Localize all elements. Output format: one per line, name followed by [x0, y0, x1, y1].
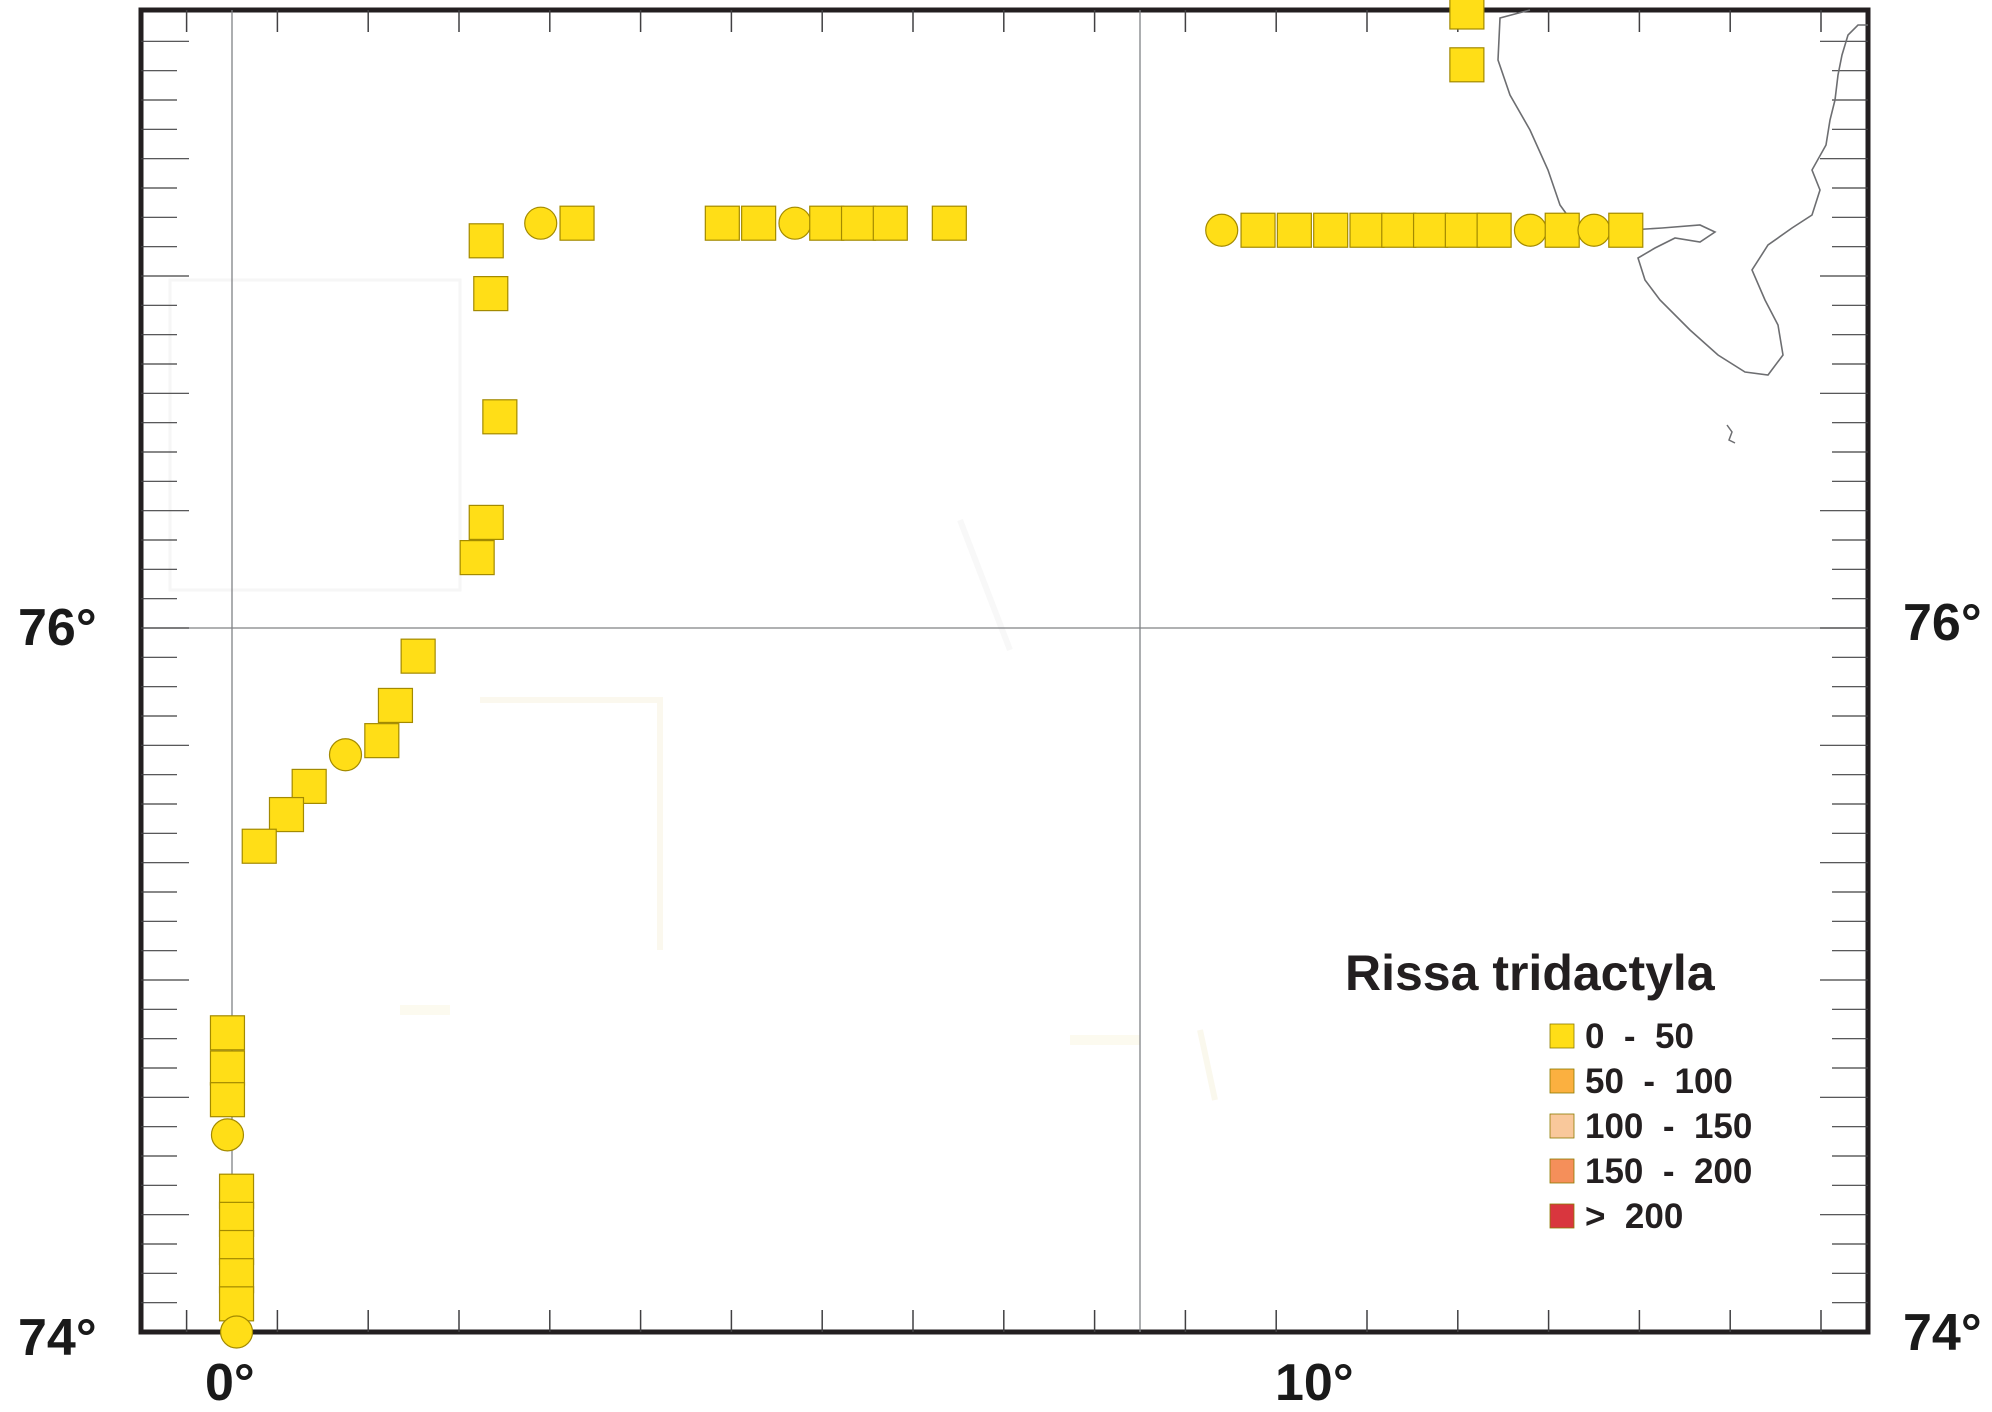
legend-label: 50 - 100 [1585, 1062, 1733, 1101]
observation-square [1240, 212, 1276, 248]
legend-label: 100 - 150 [1585, 1107, 1752, 1146]
observation-square [931, 205, 967, 241]
lat-label-76-left: 76° [18, 599, 97, 657]
observation-square [1444, 212, 1480, 248]
observation-square [872, 205, 908, 241]
frame-ticks [141, 10, 1868, 1332]
lat-label-74-right: 74° [1903, 1304, 1982, 1362]
coastline [1497, 9, 1868, 376]
observation-square [1349, 212, 1385, 248]
observation-square [209, 1050, 246, 1086]
observation-square [482, 399, 518, 435]
legend-swatch [1549, 1203, 1575, 1229]
observation-square [1276, 212, 1312, 248]
legend-swatch [1549, 1113, 1575, 1139]
observation-circle [328, 738, 363, 772]
lon-label-10: 10° [1275, 1354, 1354, 1412]
lat-label-76-right: 76° [1903, 594, 1982, 652]
observation-square [1412, 212, 1449, 248]
observation-square [218, 1286, 255, 1322]
observation-circle [1205, 213, 1239, 247]
observation-square [209, 1015, 246, 1051]
observation-square [840, 205, 877, 241]
observation-square [241, 828, 277, 864]
legend-swatch [1549, 1068, 1575, 1094]
observation-square [268, 796, 305, 833]
observation-circle [778, 206, 812, 240]
observation-circle [524, 206, 558, 240]
legend-items: 0 - 50 50 - 100 100 - 150 150 - 200 > 200 [1549, 1017, 1752, 1236]
observation-square [459, 539, 495, 576]
observation-square [741, 205, 777, 241]
observation-square [809, 205, 845, 241]
observation-circle [1577, 213, 1611, 247]
legend-swatch [1549, 1023, 1575, 1049]
observation-square [1313, 212, 1349, 248]
observation-square [1608, 212, 1644, 248]
ghost-background [168, 278, 1218, 1101]
observation-circle [210, 1118, 245, 1152]
coastline-islet [1726, 424, 1736, 444]
legend-title: Rissa tridactyla [1345, 945, 1716, 1001]
legend-swatch [1549, 1158, 1575, 1184]
observation-square [1544, 212, 1580, 248]
observation-square [364, 723, 400, 759]
lon-label-0: 0° [205, 1354, 255, 1412]
observation-square [559, 205, 595, 241]
observation-square [1449, 0, 1485, 30]
observation-square [291, 768, 327, 805]
legend-label: 150 - 200 [1585, 1152, 1752, 1191]
observation-square [1476, 212, 1512, 248]
legend: Rissa tridactyla 0 - 50 50 - 100 100 - 150… [1345, 945, 1752, 1236]
observation-square [1449, 47, 1485, 83]
observation-layer [209, 0, 1644, 1349]
observation-square [473, 276, 509, 312]
observation-square [400, 638, 436, 674]
legend-label: 0 - 50 [1585, 1017, 1694, 1056]
observation-square [1381, 212, 1417, 248]
lat-label-74-left: 74° [18, 1309, 97, 1367]
observation-square [377, 687, 414, 724]
legend-label: > 200 [1585, 1197, 1683, 1236]
observation-square [209, 1082, 246, 1118]
observation-square [468, 223, 504, 259]
observation-square [468, 504, 504, 540]
observation-square [704, 205, 740, 241]
observation-circle [219, 1315, 254, 1349]
observation-circle [1513, 213, 1548, 247]
